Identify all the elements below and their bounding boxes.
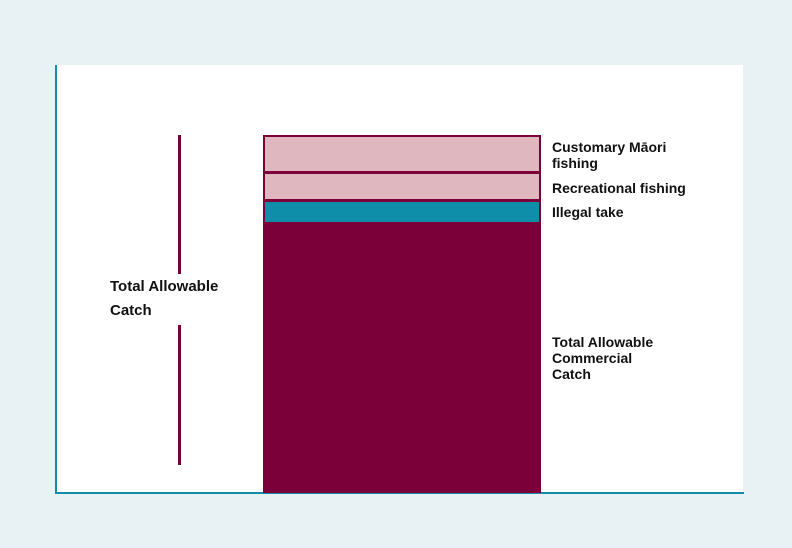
illegal-take-label: Illegal take xyxy=(552,204,624,220)
customary-maori-fishing-label: Customary Māori fishing xyxy=(552,139,667,171)
total-allowable-catch-label: Total Allowable Catch xyxy=(110,274,260,325)
recreational-fishing-segment xyxy=(263,172,541,201)
customary-maori-fishing-segment xyxy=(263,135,541,173)
recreational-fishing-label: Recreational fishing xyxy=(552,180,686,196)
illegal-take-segment xyxy=(263,200,541,224)
x-axis-line xyxy=(55,492,744,494)
total-allowable-commercial-catch-label: Total Allowable Commercial Catch xyxy=(552,334,654,382)
y-axis-line xyxy=(55,65,57,494)
total-allowable-commercial-catch-segment xyxy=(263,223,541,493)
